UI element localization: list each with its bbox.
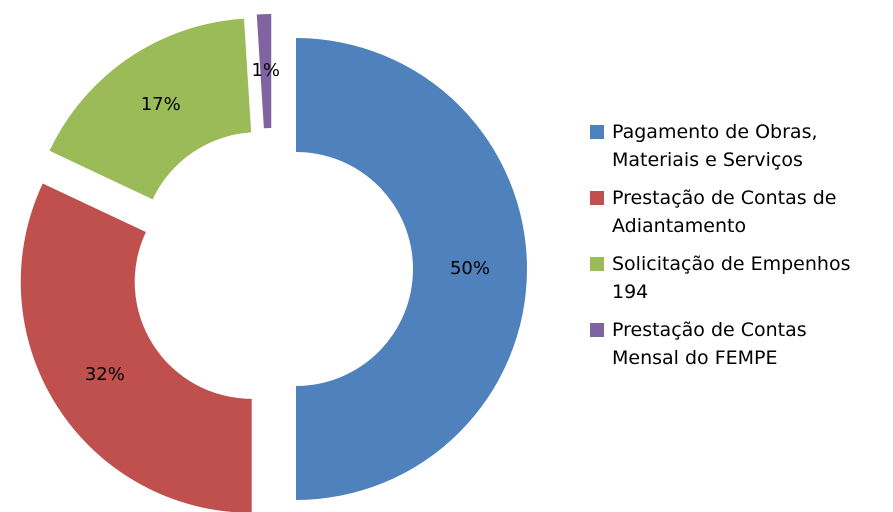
legend-swatch xyxy=(590,191,604,205)
slice xyxy=(256,14,272,129)
legend-item: Pagamento de Obras, Materiais e Serviços xyxy=(590,118,890,174)
data-label: 50% xyxy=(450,258,490,279)
legend-item: Solicitação de Empenhos 194 xyxy=(590,250,890,306)
data-label: 32% xyxy=(85,364,125,385)
legend-label: Solicitação de Empenhos 194 xyxy=(612,253,851,303)
data-label: 1% xyxy=(251,60,280,81)
slice xyxy=(49,18,252,200)
slice xyxy=(20,183,252,512)
legend-label: Pagamento de Obras, Materiais e Serviços xyxy=(612,121,818,171)
legend: Pagamento de Obras, Materiais e Serviços… xyxy=(590,118,890,382)
legend-item: Prestação de Contas de Adiantamento xyxy=(590,184,890,240)
legend-label: Prestação de Contas de Adiantamento xyxy=(612,187,837,237)
legend-label: Prestação de Contas Mensal do FEMPE xyxy=(612,319,807,369)
slice xyxy=(296,38,527,500)
legend-swatch xyxy=(590,257,604,271)
legend-item: Prestação de Contas Mensal do FEMPE xyxy=(590,316,890,372)
legend-swatch xyxy=(590,125,604,139)
legend-swatch xyxy=(590,323,604,337)
data-label: 17% xyxy=(141,94,181,115)
